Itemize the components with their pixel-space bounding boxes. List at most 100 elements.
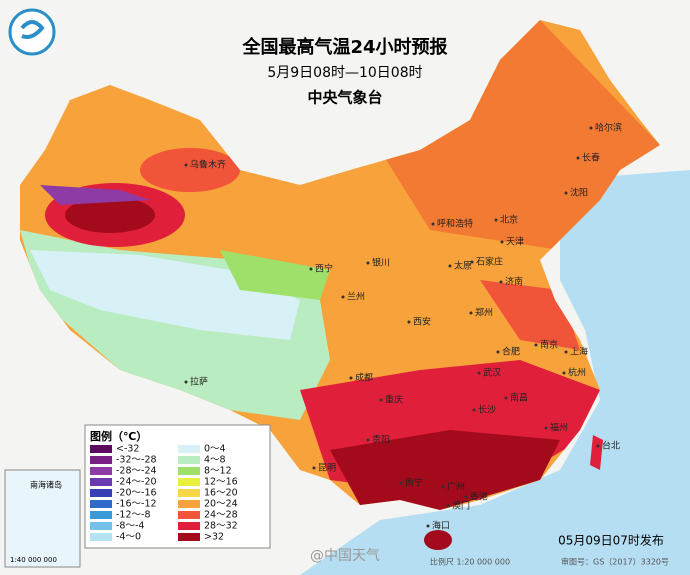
city-dot (379, 398, 383, 402)
inset-scale: 1:40 000 000 (10, 556, 57, 564)
city-dot (534, 343, 538, 347)
legend-label: -24～-20 (116, 477, 157, 488)
title: 全国最高气温24小时预报 (241, 36, 447, 58)
city-label: 上海 (570, 346, 588, 358)
city-dot (564, 350, 568, 354)
city-label: 长春 (582, 152, 600, 164)
legend-box (84, 424, 271, 549)
city-label: 北京 (500, 214, 518, 226)
city-label: 福州 (550, 422, 568, 434)
legend-label: 12～16 (204, 477, 238, 488)
city-label: 昆明 (318, 463, 336, 474)
city-label: 太原 (454, 260, 472, 272)
issuer: 中央气象台 (307, 89, 382, 107)
city-label: 南昌 (510, 392, 528, 404)
city-dot (564, 191, 568, 195)
city-dot (472, 408, 476, 412)
legend-label: -4～0 (116, 532, 141, 543)
logo-mark (20, 20, 45, 39)
watermark: @中国天气 (310, 548, 380, 564)
city-label: 贵阳 (372, 434, 390, 446)
city-dot (184, 380, 188, 384)
city-dot (494, 218, 498, 222)
legend-swatch (90, 489, 112, 497)
legend-swatch (90, 456, 112, 464)
issued-time: 05月09日07时发布 (558, 533, 664, 548)
subtitle: 5月9日08时—10日08时 (267, 65, 422, 81)
city-dot (448, 264, 452, 268)
city-label: 呼和浩特 (437, 218, 473, 230)
city-dot (544, 426, 548, 430)
city-label: 哈尔滨 (595, 122, 622, 134)
city-dot (576, 156, 580, 160)
legend-swatch (178, 489, 200, 497)
city-label: 武汉 (483, 367, 501, 379)
city-dot (464, 495, 468, 499)
city-label: 成都 (355, 372, 373, 384)
city-label: 拉萨 (190, 376, 208, 388)
city-label: 西安 (413, 316, 431, 328)
legend-swatch (178, 522, 200, 530)
city-label: 澳门 (452, 500, 470, 512)
city-label: 长沙 (478, 404, 496, 416)
city-label: 台北 (602, 440, 620, 452)
city-label: 杭州 (568, 367, 586, 379)
city-dot (469, 311, 473, 315)
city-label: 合肥 (502, 346, 520, 358)
city-dot (399, 481, 403, 485)
city-dot (562, 371, 566, 375)
city-dot (309, 267, 313, 271)
city-label: 兰州 (347, 291, 365, 303)
legend-swatch (90, 467, 112, 475)
legend-swatch (90, 445, 112, 453)
legend-label: -8～-4 (116, 521, 144, 532)
city-dot (426, 524, 430, 528)
hainan (424, 530, 452, 550)
city-dot (496, 350, 500, 354)
city-label: 银川 (372, 257, 390, 269)
city-dot (431, 222, 435, 226)
city-label: 乌鲁木齐 (190, 159, 226, 171)
city-dot (499, 280, 503, 284)
taiwan (590, 435, 603, 470)
legend-swatch (178, 511, 200, 519)
city-label: 西宁 (315, 263, 333, 275)
legend-swatch (178, 478, 200, 486)
legend-label: 28～32 (204, 521, 238, 532)
city-label: 南宁 (405, 477, 423, 489)
legend-label: -32～-28 (116, 455, 157, 466)
city-label: 香港 (470, 491, 488, 503)
legend-label: 24～28 (204, 510, 238, 521)
legend-label: 4～8 (204, 455, 226, 466)
legend-label: <-32 (116, 444, 139, 455)
city-label: 重庆 (385, 394, 403, 406)
city-label: 广州 (447, 481, 465, 493)
legend-swatch (178, 467, 200, 475)
sea (300, 170, 690, 575)
legend-label: -12～-8 (116, 510, 151, 521)
city-label: 济南 (505, 276, 523, 288)
city-dot (596, 444, 600, 448)
city-label: 郑州 (475, 307, 493, 319)
legend-label: 0～4 (204, 444, 226, 455)
legend-swatch (90, 511, 112, 519)
legend-swatch (90, 500, 112, 508)
legend-label: >32 (204, 532, 224, 543)
city-dot (477, 371, 481, 375)
city-dot (589, 126, 593, 130)
city-dot (341, 295, 345, 299)
city-dot (366, 438, 370, 442)
city-label: 天津 (506, 237, 524, 248)
legend-label: -16～-12 (116, 499, 157, 510)
approval-number: 审图号：GS（2017）3320号 (561, 557, 669, 567)
map-scale: 比例尺 1:20 000 000 (430, 557, 510, 567)
legend-label: 8～12 (204, 466, 232, 477)
city-dot (504, 396, 508, 400)
legend-label: -20～-16 (116, 488, 157, 499)
legend-swatch (90, 522, 112, 530)
city-label: 沈阳 (570, 187, 588, 199)
city-dot (184, 163, 188, 167)
legend-title: 图例（℃） (90, 429, 147, 443)
city-label: 海口 (432, 520, 450, 532)
